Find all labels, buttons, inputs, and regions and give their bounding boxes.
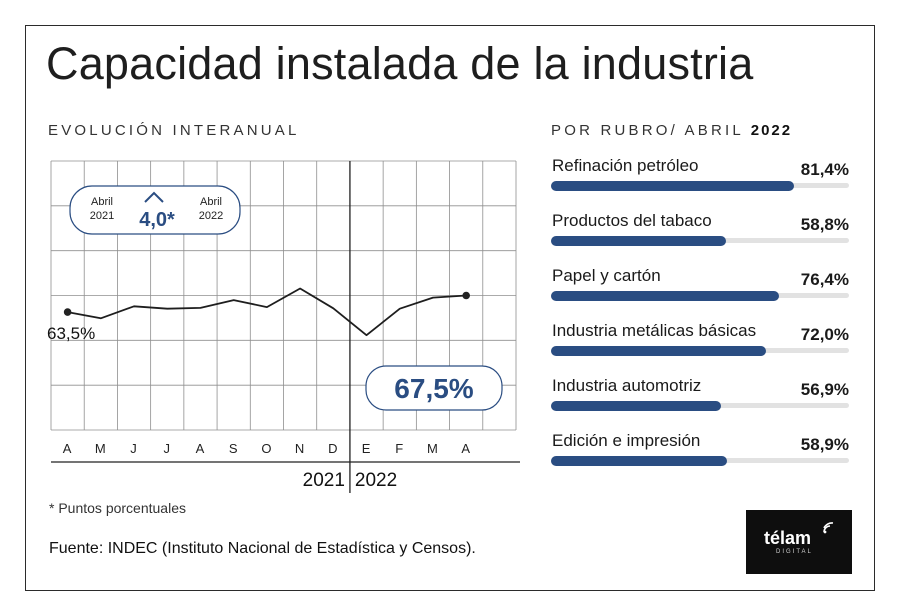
bar-label: Industria automotriz — [552, 376, 702, 395]
footnote: * Puntos porcentuales — [49, 500, 186, 516]
bar — [551, 455, 727, 466]
bar — [551, 290, 779, 301]
bar-value-label: 72,0% — [800, 325, 849, 344]
chart-title: Capacidad instalada de la industria — [46, 38, 754, 89]
chart-frame — [25, 25, 875, 591]
bar-value-label: 76,4% — [800, 270, 849, 289]
start-value-label: 63,5% — [47, 324, 95, 343]
year-label-2021: 2021 — [303, 470, 345, 491]
change-box-to-label: 2022 — [199, 210, 223, 222]
bar-row: Papel y cartón 76,4% — [551, 260, 851, 310]
data-point — [63, 308, 72, 316]
bar-label: Productos del tabaco — [552, 211, 712, 230]
bar-label: Refinación petróleo — [552, 156, 699, 175]
change-box — [69, 185, 241, 235]
bar-label: Industria metálicas básicas — [552, 321, 757, 340]
x-tick-label: N — [295, 441, 305, 456]
caret-up-icon — [144, 191, 164, 203]
x-tick-label: M — [95, 441, 107, 456]
change-box-to-label: Abril — [200, 196, 222, 208]
x-tick-label: O — [261, 441, 272, 456]
x-tick-label: E — [362, 441, 372, 456]
line-chart-subtitle: EVOLUCIÓN INTERANUAL — [48, 122, 300, 139]
end-value-badge — [365, 365, 503, 411]
bar-label: Edición e impresión — [552, 431, 701, 450]
change-box-from-label: Abril — [91, 196, 113, 208]
signal-icon — [823, 522, 834, 534]
bar-row: Productos del tabaco 58,8% — [551, 205, 851, 255]
bar-track — [551, 180, 849, 191]
bar-value-label: 58,9% — [800, 435, 849, 454]
change-box-from-label: 2021 — [90, 210, 114, 222]
x-tick-label: M — [427, 441, 439, 456]
x-tick-label: F — [395, 441, 404, 456]
line-chart: A M J J A S O N D E F M A 2021 2022 63,5% 67,5% Abril 2021… — [47, 160, 520, 493]
x-tick-label: J — [130, 441, 138, 456]
bar — [551, 345, 766, 356]
bar-value-label: 56,9% — [800, 380, 849, 399]
x-tick-label: A — [196, 441, 206, 456]
logo-word: télam — [764, 528, 812, 548]
bar-row: Refinación petróleo 81,4% — [551, 150, 851, 200]
bar-row: Industria metálicas básicas 72,0% — [551, 315, 851, 365]
bar-track — [551, 235, 849, 246]
telam-logo: télam DIGITAL — [746, 510, 852, 574]
x-tick-label: A — [461, 441, 471, 456]
end-value-label: 67,5% — [394, 373, 473, 404]
bar-track — [551, 290, 849, 301]
year-label-2022: 2022 — [355, 470, 397, 491]
series-line — [67, 287, 467, 337]
bar-row: Industria automotriz 56,9% — [551, 370, 851, 420]
bar-track — [551, 345, 849, 356]
x-tick-label: D — [328, 441, 338, 456]
data-point — [462, 291, 470, 300]
x-tick-label: J — [164, 441, 172, 456]
bar-chart-subtitle: POR RUBRO/ ABRIL 2022 — [551, 122, 792, 139]
bar-track — [551, 400, 849, 411]
bar — [551, 180, 794, 191]
bar-track — [551, 455, 849, 466]
bar-value-label: 81,4% — [800, 160, 849, 179]
bar-chart-subtitle-prefix: POR RUBRO/ ABRIL — [551, 122, 744, 139]
x-tick-label: A — [63, 441, 73, 456]
bar-label: Papel y cartón — [552, 266, 661, 285]
x-tick-label: S — [229, 441, 239, 456]
change-box-value: 4,0* — [139, 209, 175, 231]
bar — [551, 400, 721, 411]
bar-value-label: 58,8% — [800, 215, 849, 234]
bar-row: Edición e impresión 58,9% — [551, 425, 851, 475]
logo-sub: DIGITAL — [776, 549, 813, 555]
bar — [551, 235, 727, 246]
bar-chart-subtitle-year: 2022 — [750, 122, 793, 139]
source-note: Fuente: INDEC (Instituto Nacional de Est… — [49, 540, 476, 557]
